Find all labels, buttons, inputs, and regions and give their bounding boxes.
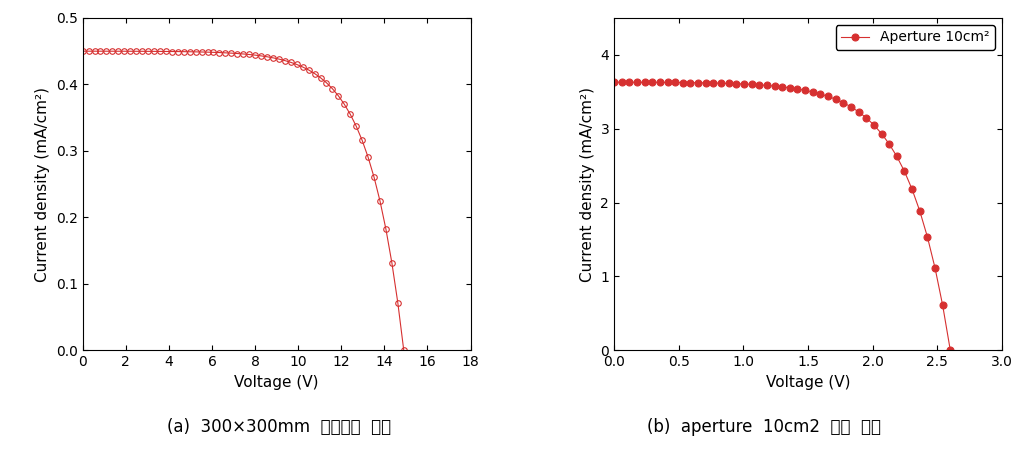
Line: Aperture 10cm²: Aperture 10cm² xyxy=(611,79,953,354)
Aperture 10cm² xyxy=(738,81,750,87)
Aperture 10cm² xyxy=(769,84,781,89)
Aperture 10cm² xyxy=(784,85,796,91)
Text: (b)  aperture  10cm2  기준  효율: (b) aperture 10cm2 기준 효율 xyxy=(648,418,881,436)
Aperture 10cm² xyxy=(837,100,849,106)
Y-axis label: Current density (mA/cm²): Current density (mA/cm²) xyxy=(580,87,595,282)
Aperture 10cm² xyxy=(760,83,773,88)
Aperture 10cm² xyxy=(776,84,788,89)
Aperture 10cm² xyxy=(937,303,949,308)
Aperture 10cm² xyxy=(638,79,651,85)
Aperture 10cm² xyxy=(890,154,903,159)
Aperture 10cm² xyxy=(616,79,628,85)
Aperture 10cm² xyxy=(860,115,873,120)
Aperture 10cm² xyxy=(906,187,918,192)
Aperture 10cm² xyxy=(746,82,758,87)
Aperture 10cm² xyxy=(623,79,635,85)
Aperture 10cm² xyxy=(708,80,720,86)
Aperture 10cm² xyxy=(829,97,842,102)
Aperture 10cm² xyxy=(715,80,727,86)
Legend: Aperture 10cm²: Aperture 10cm² xyxy=(836,25,995,50)
Aperture 10cm² xyxy=(677,80,689,85)
X-axis label: Voltage (V): Voltage (V) xyxy=(765,374,850,390)
Aperture 10cm² xyxy=(822,94,835,99)
Aperture 10cm² xyxy=(661,80,674,85)
Aperture 10cm² xyxy=(654,79,666,85)
Aperture 10cm² xyxy=(929,265,941,271)
Aperture 10cm² xyxy=(791,86,804,92)
Aperture 10cm² xyxy=(607,79,620,85)
Aperture 10cm² xyxy=(692,80,705,85)
Aperture 10cm² xyxy=(807,89,819,95)
Aperture 10cm² xyxy=(899,169,911,174)
Aperture 10cm² xyxy=(753,82,765,88)
Aperture 10cm² xyxy=(646,79,658,85)
Aperture 10cm² xyxy=(921,234,934,239)
Aperture 10cm² xyxy=(875,131,887,136)
Aperture 10cm² xyxy=(631,79,644,85)
Text: (a)  300×300mm  서브모듈  효율: (a) 300×300mm 서브모듈 효율 xyxy=(167,418,390,436)
X-axis label: Voltage (V): Voltage (V) xyxy=(234,374,319,390)
Aperture 10cm² xyxy=(799,88,811,93)
Aperture 10cm² xyxy=(845,104,857,110)
Aperture 10cm² xyxy=(730,81,743,86)
Aperture 10cm² xyxy=(868,122,880,128)
Aperture 10cm² xyxy=(684,80,696,85)
Aperture 10cm² xyxy=(883,141,896,147)
Aperture 10cm² xyxy=(669,80,682,85)
Aperture 10cm² xyxy=(722,81,734,86)
Aperture 10cm² xyxy=(852,109,865,114)
Y-axis label: Current density (mA/cm²): Current density (mA/cm²) xyxy=(35,87,51,282)
Aperture 10cm² xyxy=(944,348,957,353)
Aperture 10cm² xyxy=(814,91,826,97)
Aperture 10cm² xyxy=(913,208,926,214)
Aperture 10cm² xyxy=(699,80,712,86)
